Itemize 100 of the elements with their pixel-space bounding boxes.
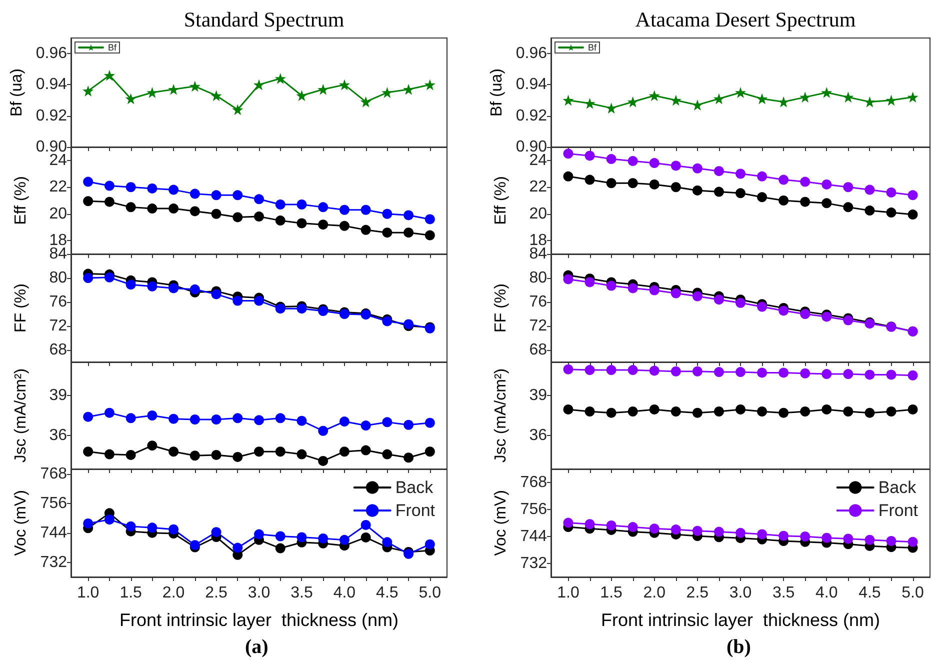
point bbox=[275, 413, 286, 424]
point bbox=[886, 208, 896, 218]
point bbox=[147, 410, 158, 420]
x-tick-label: 1.0 bbox=[557, 584, 580, 602]
point bbox=[648, 90, 660, 102]
y-axis-title: FF (%) bbox=[492, 284, 510, 332]
point bbox=[168, 414, 179, 424]
legend-label: Front bbox=[878, 501, 918, 520]
point bbox=[628, 406, 638, 416]
y-tick-label: 84 bbox=[529, 246, 548, 262]
point bbox=[908, 210, 918, 220]
y-tick-label: 0.94 bbox=[516, 76, 548, 94]
point bbox=[843, 369, 854, 380]
point bbox=[606, 280, 616, 291]
y-tick-label: 0.94 bbox=[36, 76, 68, 94]
point bbox=[800, 368, 810, 378]
point bbox=[404, 210, 414, 220]
point bbox=[735, 87, 746, 98]
point bbox=[424, 418, 435, 428]
point bbox=[318, 220, 328, 230]
point bbox=[211, 414, 222, 425]
point bbox=[584, 406, 595, 416]
point bbox=[822, 404, 832, 414]
point bbox=[232, 190, 243, 200]
text: (b) bbox=[726, 636, 751, 658]
legend-label: Front bbox=[395, 501, 436, 520]
point bbox=[190, 284, 200, 294]
x-tick-label: 3.0 bbox=[248, 584, 270, 602]
point bbox=[382, 228, 392, 238]
point bbox=[403, 84, 414, 95]
y-tick-label: 72 bbox=[49, 318, 68, 334]
point bbox=[606, 365, 616, 376]
point bbox=[886, 370, 896, 380]
point bbox=[274, 72, 286, 84]
point bbox=[714, 526, 724, 537]
point bbox=[83, 273, 94, 283]
point bbox=[339, 534, 350, 545]
point bbox=[424, 79, 436, 90]
y-tick-label: 36 bbox=[529, 427, 548, 444]
point bbox=[908, 404, 918, 414]
point bbox=[778, 408, 789, 418]
y-axis-title: Eff (%) bbox=[12, 176, 30, 225]
point bbox=[104, 408, 114, 418]
point bbox=[126, 280, 136, 290]
point bbox=[584, 98, 596, 109]
point bbox=[382, 537, 392, 548]
point bbox=[254, 529, 264, 540]
point bbox=[275, 200, 286, 210]
point bbox=[232, 296, 243, 306]
point bbox=[254, 194, 264, 204]
point bbox=[692, 291, 702, 302]
point bbox=[83, 196, 94, 206]
point bbox=[649, 404, 660, 414]
y-tick-label: 0.92 bbox=[516, 107, 548, 124]
point bbox=[104, 449, 114, 460]
point bbox=[864, 96, 876, 108]
point bbox=[104, 196, 114, 207]
point bbox=[670, 406, 681, 416]
point bbox=[822, 369, 832, 380]
x-tick-label: 4.0 bbox=[333, 584, 356, 602]
point bbox=[126, 182, 136, 192]
point bbox=[584, 150, 595, 161]
x-tick-label: 5.0 bbox=[902, 584, 924, 602]
point bbox=[275, 446, 286, 457]
point bbox=[606, 154, 616, 164]
point bbox=[232, 212, 243, 222]
point bbox=[168, 283, 179, 294]
point bbox=[757, 406, 768, 416]
point bbox=[584, 519, 595, 530]
point bbox=[563, 171, 574, 182]
point bbox=[424, 539, 435, 550]
point bbox=[168, 524, 179, 534]
point bbox=[778, 96, 790, 108]
point bbox=[736, 528, 746, 538]
point bbox=[757, 171, 768, 182]
point bbox=[296, 90, 308, 102]
point bbox=[82, 85, 94, 96]
point bbox=[714, 406, 724, 416]
x-tick-label: 4.5 bbox=[858, 584, 881, 602]
chart-title: Standard Spectrum bbox=[184, 8, 344, 32]
y-tick-label: 0.96 bbox=[36, 45, 68, 62]
point bbox=[360, 532, 371, 542]
y-tick-label: 756 bbox=[40, 494, 68, 512]
point bbox=[842, 92, 854, 103]
point bbox=[563, 404, 574, 414]
point bbox=[864, 534, 875, 545]
y-tick-label: 72 bbox=[529, 318, 548, 334]
point bbox=[275, 216, 286, 226]
point bbox=[338, 79, 350, 90]
point bbox=[190, 414, 200, 425]
y-tick-label: 24 bbox=[49, 152, 68, 169]
point bbox=[296, 532, 307, 542]
y-axis-title: FF (%) bbox=[12, 284, 30, 332]
point bbox=[886, 94, 897, 106]
point bbox=[562, 94, 574, 106]
y-tick-label: 68 bbox=[49, 342, 68, 358]
point bbox=[404, 452, 414, 463]
point bbox=[843, 182, 854, 192]
point bbox=[296, 200, 307, 210]
point bbox=[168, 184, 179, 195]
